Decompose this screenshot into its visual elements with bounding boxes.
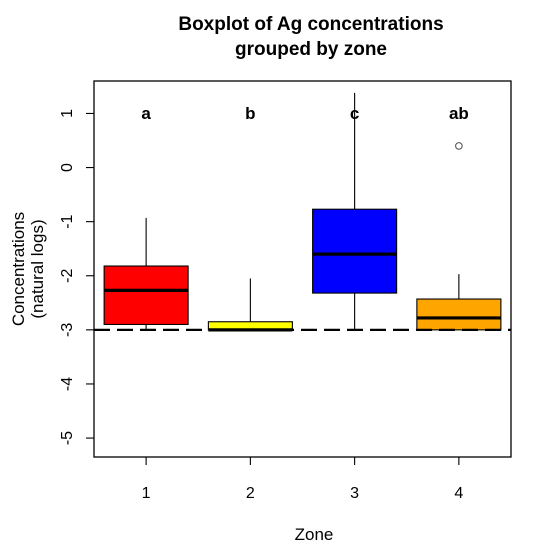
axes: 1 0 -1 -2 -3 -4 -5 1 2 3 4 [59, 109, 463, 502]
box-zone-4: ab [416, 104, 502, 331]
y-axis-label-line-2: (natural logs) [28, 219, 47, 318]
group-letter-zone-2: b [245, 104, 255, 123]
group-letter-zone-3: c [350, 104, 359, 123]
x-tick-label: 3 [350, 485, 359, 502]
x-axis-label: Zone [295, 525, 334, 544]
y-tick-label: -1 [59, 214, 76, 228]
box-body [416, 298, 502, 331]
y-tick-label: -4 [59, 377, 76, 391]
x-tick-label: 4 [454, 485, 463, 502]
y-axis-label-line-1: Concentrations [9, 212, 28, 326]
group-letter-zone-1: a [141, 104, 151, 123]
plot-area: a b c ab [94, 92, 511, 332]
chart-title-line-1: Boxplot of Ag concentrations [178, 14, 443, 35]
box-zone-3: c [312, 92, 398, 330]
y-tick-label: -2 [59, 269, 76, 283]
box-zone-1: a [103, 104, 189, 330]
plot-frame [93, 80, 512, 458]
y-tick-label: -3 [59, 323, 76, 337]
y-tick-label: -5 [59, 431, 76, 445]
y-tick-label: 1 [59, 109, 76, 118]
chart-title-line-2: grouped by zone [235, 39, 387, 60]
x-tick-label: 2 [246, 485, 255, 502]
group-letter-zone-4: ab [449, 104, 469, 123]
box-body [103, 265, 189, 326]
outlier-point [455, 142, 463, 150]
box-body [312, 208, 398, 294]
box-zone-2: b [207, 104, 293, 332]
x-tick-label: 1 [142, 485, 151, 502]
y-tick-label: 0 [59, 163, 76, 172]
